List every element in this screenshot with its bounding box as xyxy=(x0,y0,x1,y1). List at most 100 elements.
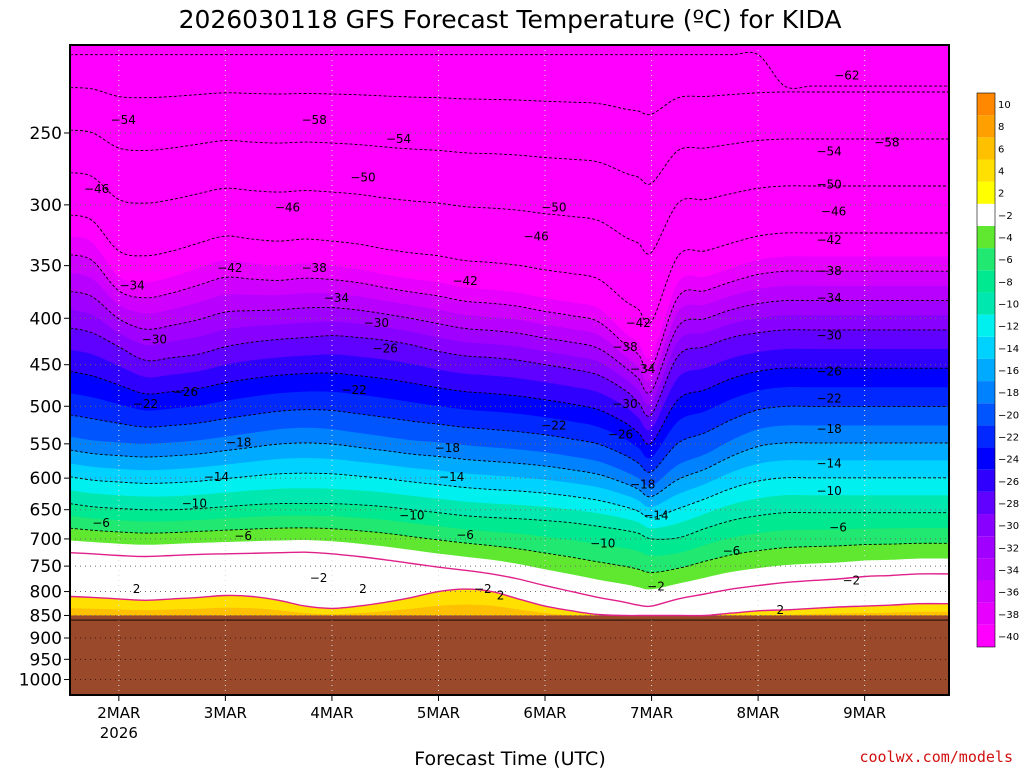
contour-label-38: −62 xyxy=(834,68,859,82)
contour-label-53: −2 xyxy=(310,571,328,585)
contour-label-29: −10 xyxy=(182,497,207,511)
y-tick-label-800: 800 xyxy=(30,583,62,603)
colorbar-label--34: −34 xyxy=(998,565,1019,576)
contour-label-50: −14 xyxy=(816,456,841,470)
y-tick-label-500: 500 xyxy=(30,397,62,417)
contour-label-43: −42 xyxy=(816,233,841,247)
contour-label-57: 2 xyxy=(133,582,141,596)
colorbar-swatch-16 xyxy=(977,270,995,293)
contour-label-1: −58 xyxy=(302,113,327,127)
colorbar-swatch-5 xyxy=(977,514,995,537)
contour-label-56: −2 xyxy=(842,574,860,588)
contour-label-18: −22 xyxy=(341,383,366,397)
isotherm-contours xyxy=(70,45,949,621)
y-tick-label-950: 950 xyxy=(30,650,62,670)
isotherm--50 xyxy=(70,129,949,185)
y-tick-label-1000: 1000 xyxy=(19,671,62,691)
colorbar-label-8: 8 xyxy=(998,122,1004,133)
contour-label-5: −46 xyxy=(275,200,300,214)
colorbar-label--8: −8 xyxy=(998,277,1013,288)
colorbar-label--18: −18 xyxy=(998,388,1019,399)
colorbar-label--40: −40 xyxy=(998,632,1019,643)
colorbar-frame xyxy=(976,92,996,648)
contour-label-51: −10 xyxy=(816,484,841,498)
contour-label-47: −26 xyxy=(816,365,841,379)
isotherm--30 xyxy=(70,327,949,417)
colorbar-swatch-22 xyxy=(977,137,995,160)
x-tick-label-4MAR: 4MAR xyxy=(310,704,353,722)
x-axis: 2MAR 2026 3MAR 4MAR 5MAR 6MAR 7MAR 8MAR 9MAR xyxy=(97,695,886,742)
x-tick-label-6MAR: 6MAR xyxy=(523,704,566,722)
contour-label-11: −34 xyxy=(119,278,144,292)
contour-label-7: −46 xyxy=(523,229,548,243)
below-ground-area xyxy=(70,615,949,695)
contour-label-52: −6 xyxy=(829,520,847,534)
contour-label-0: −54 xyxy=(111,113,136,127)
y-tick-label-550: 550 xyxy=(30,435,62,455)
colorbar-label--12: −12 xyxy=(998,322,1019,333)
colorbar-label--26: −26 xyxy=(998,477,1019,488)
colorbar-swatch-0 xyxy=(977,624,995,647)
colorbar-label--24: −24 xyxy=(998,455,1019,466)
isotherm--42 xyxy=(70,214,949,325)
y-tick-label-400: 400 xyxy=(30,309,62,329)
isotherm--34 xyxy=(70,290,949,394)
colorbar-label--30: −30 xyxy=(998,521,1019,532)
colorbar-label--20: −20 xyxy=(998,410,1019,421)
y-tick-label-650: 650 xyxy=(30,501,62,521)
contour-label-24: −22 xyxy=(541,418,566,432)
chart-title: 2026030118 GFS Forecast Temperature (ºC)… xyxy=(179,5,842,34)
contour-label-10: −42 xyxy=(452,274,477,288)
y-axis: 250 300 350 400 450 500 550 600 650 700 750 800 850 9… xyxy=(19,124,70,691)
contour-label-17: −22 xyxy=(133,397,158,411)
contour-label-42: −46 xyxy=(821,204,846,218)
colorbar-swatch-10 xyxy=(977,403,995,426)
grid-lines xyxy=(70,45,949,695)
colorbar-label-4: 4 xyxy=(998,167,1004,178)
contour-label-13: −30 xyxy=(142,332,167,346)
contour-label-36: −6 xyxy=(456,528,474,542)
colorbar-swatch-8 xyxy=(977,447,995,470)
colorbar-swatch-18 xyxy=(977,225,995,249)
plot-frame xyxy=(69,44,950,696)
contour-label-54: −2 xyxy=(474,582,492,596)
colorbar-label-10: 10 xyxy=(998,100,1011,111)
colorbar-label--32: −32 xyxy=(998,543,1019,554)
contour-label-60: 2 xyxy=(776,603,784,617)
contour-label-37: −6 xyxy=(723,544,741,558)
credit-text: coolwx.com/models xyxy=(859,748,1013,766)
y-tick-label-250: 250 xyxy=(30,124,62,144)
colorbar-swatch-6 xyxy=(977,491,995,515)
contour-labels: −54 −58 −54 −50 −46 −46 −50 −46 −42 −38 −42 −34 −34 −… xyxy=(84,68,900,617)
contour-label-55: −2 xyxy=(647,580,665,594)
contour-label-31: −18 xyxy=(630,478,655,492)
contour-label-21: −34 xyxy=(630,362,655,376)
colorbar-swatch-21 xyxy=(977,159,995,182)
contour-label-35: −6 xyxy=(234,529,252,543)
contour-label-6: −50 xyxy=(541,200,566,214)
contour-label-15: −26 xyxy=(373,342,398,356)
contour-label-8: −42 xyxy=(217,261,242,275)
contour-label-28: −14 xyxy=(439,470,464,484)
colorbar-label--14: −14 xyxy=(998,344,1019,355)
contour-label-25: −18 xyxy=(226,435,251,449)
colorbar-swatch-13 xyxy=(977,336,995,359)
contour-label-40: −54 xyxy=(816,144,841,158)
x-tick-label-8MAR: 8MAR xyxy=(737,704,780,722)
freezing-isotherm--2 xyxy=(70,551,949,608)
contour-label-34: −6 xyxy=(92,516,110,530)
isotherm--38 xyxy=(70,254,949,371)
contour-label-12: −34 xyxy=(324,291,349,305)
contour-label-23: −26 xyxy=(608,427,633,441)
contour-label-16: −26 xyxy=(173,385,198,399)
colorbar-swatch-19 xyxy=(977,203,995,226)
colorbar-swatch-2 xyxy=(977,580,995,603)
colorbar-swatch-20 xyxy=(977,181,995,204)
y-tick-label-900: 900 xyxy=(30,629,62,649)
contour-label-22: −30 xyxy=(612,397,637,411)
contour-label-27: −14 xyxy=(204,470,229,484)
isotherm--6 xyxy=(70,527,949,573)
colorbar-swatch-11 xyxy=(977,381,995,404)
y-tick-label-350: 350 xyxy=(30,257,62,277)
contour-label-41: −50 xyxy=(816,178,841,192)
